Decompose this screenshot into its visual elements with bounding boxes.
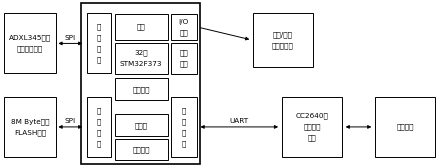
Text: 信: 信	[182, 118, 186, 125]
Text: 32位: 32位	[135, 50, 148, 56]
Text: 口: 口	[97, 56, 101, 63]
Text: 口: 口	[97, 140, 101, 146]
Text: 口: 口	[182, 140, 186, 146]
Text: 中断控制: 中断控制	[132, 86, 150, 93]
Text: 接: 接	[97, 46, 101, 52]
Bar	[115, 14, 168, 40]
Bar	[253, 13, 313, 67]
Text: I/O: I/O	[178, 19, 189, 25]
Text: ADXL345三轴: ADXL345三轴	[9, 35, 51, 41]
Bar	[115, 114, 168, 136]
Text: 串口: 串口	[179, 50, 188, 56]
Text: SPI: SPI	[64, 118, 76, 124]
Text: 接: 接	[97, 129, 101, 136]
Text: 系统: 系统	[137, 24, 146, 30]
Text: STM32F373: STM32F373	[120, 61, 163, 67]
Bar	[115, 78, 168, 100]
Text: UART: UART	[229, 118, 249, 124]
Bar	[4, 13, 56, 73]
Text: 模块: 模块	[308, 134, 316, 141]
Bar	[171, 43, 197, 74]
Text: 接口: 接口	[179, 29, 188, 36]
Text: 8M Byte外部: 8M Byte外部	[11, 118, 49, 125]
Text: 通: 通	[97, 107, 101, 114]
Text: 计时器: 计时器	[135, 122, 148, 129]
Bar	[375, 97, 435, 157]
Bar	[115, 43, 168, 74]
Bar	[115, 139, 168, 160]
Text: 通: 通	[97, 24, 101, 30]
Text: 信: 信	[97, 118, 101, 125]
Text: CC2640低: CC2640低	[295, 113, 329, 119]
Text: 通: 通	[182, 107, 186, 114]
Bar	[282, 97, 342, 157]
Text: 电源/数据: 电源/数据	[273, 31, 293, 38]
Text: SPI: SPI	[64, 35, 76, 41]
Text: FLASH芯片: FLASH芯片	[14, 129, 46, 136]
Text: 电源管理: 电源管理	[132, 146, 150, 153]
Text: 接: 接	[182, 129, 186, 136]
Bar	[4, 97, 56, 157]
Text: 调试: 调试	[179, 61, 188, 67]
Bar	[87, 97, 111, 157]
Text: 功耗蓝牙: 功耗蓝牙	[303, 124, 321, 130]
Bar	[171, 97, 197, 157]
Bar	[171, 14, 197, 40]
Bar	[81, 3, 200, 164]
Text: 加速度传感器: 加速度传感器	[17, 46, 43, 52]
Text: 终端设备: 终端设备	[396, 124, 414, 130]
Text: 信: 信	[97, 35, 101, 41]
Text: 采集指示灯: 采集指示灯	[272, 42, 294, 49]
Bar	[87, 13, 111, 73]
